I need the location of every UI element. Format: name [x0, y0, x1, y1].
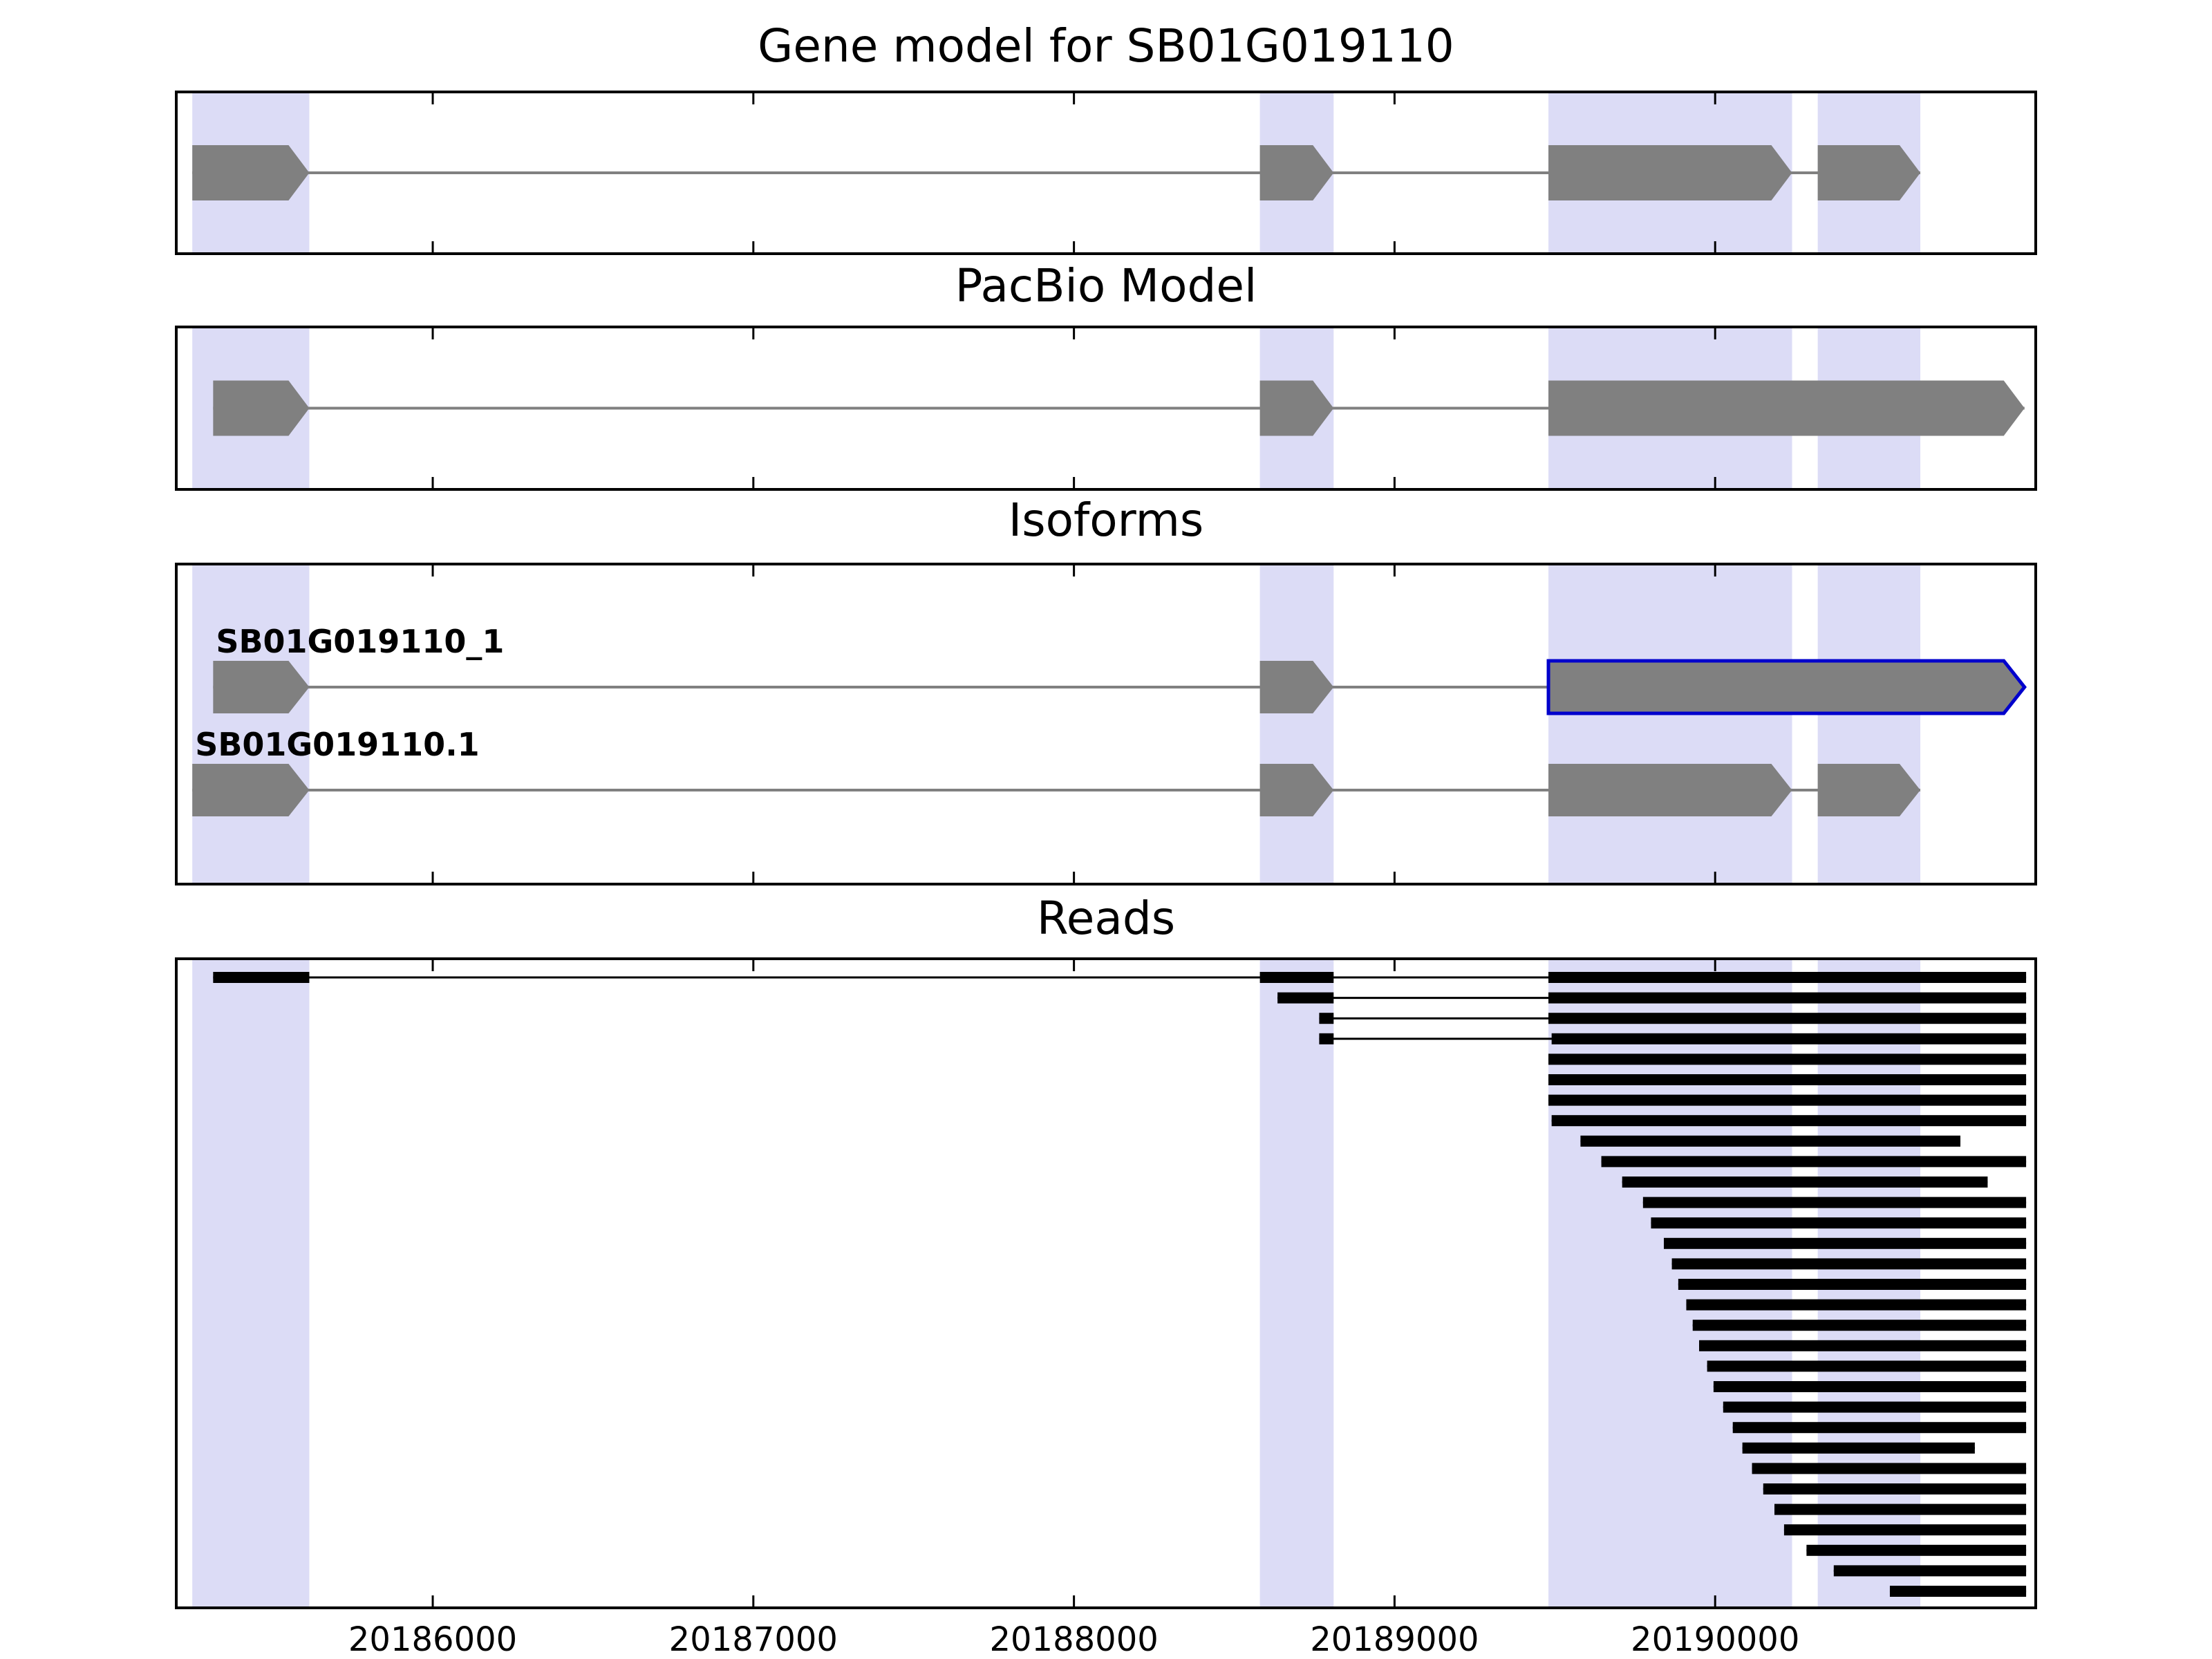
exon-shape [1548, 764, 1792, 816]
panel-border-reads [175, 957, 2037, 1609]
isoform-label: SB01G019110.1 [195, 726, 479, 763]
panel-border-isoforms [175, 563, 2037, 885]
read-bar [1319, 1033, 1334, 1044]
x-axis-labels: 20186000 20187000 20188000 20189000 20190000 [348, 1620, 1799, 1659]
read-bar [1889, 1586, 2027, 1597]
exon-shape [1259, 145, 1334, 200]
read-bar [1642, 1197, 2027, 1208]
read-bar [1601, 1156, 2027, 1168]
read-bar [1833, 1565, 2027, 1577]
read-bar [1699, 1340, 2027, 1351]
panel-gene-model [175, 91, 2037, 255]
exon-shape [1548, 145, 1792, 200]
read-bar [1723, 1401, 2027, 1413]
read-bar [1548, 992, 2027, 1004]
read-bar [1671, 1258, 2027, 1270]
panel-title-gene-model: Gene model for SB01G019110 [758, 19, 1454, 73]
read-bar [1774, 1503, 2027, 1515]
panel-border-gene-model [175, 91, 2037, 255]
panel-isoforms: SB01G019110_1 SB01G019110.1 [175, 563, 2037, 885]
x-tick-label: 20190000 [1631, 1620, 1799, 1659]
x-tick-label: 20189000 [1310, 1620, 1479, 1659]
read-bar [1551, 1115, 2027, 1127]
panel-title-isoforms: Isoforms [1008, 494, 1204, 547]
highlight-region [192, 959, 310, 1608]
read-bar [1686, 1299, 2027, 1311]
highlight-region [1548, 564, 1792, 884]
read-bar [1678, 1279, 2027, 1290]
isoform-label: SB01G019110_1 [216, 623, 504, 660]
exon-shape [213, 661, 310, 713]
panel-pacbio-model [175, 326, 2037, 491]
read-bar [1707, 1360, 2027, 1372]
panel-border-pacbio-model [175, 326, 2037, 491]
read-bar [1783, 1524, 2027, 1536]
read-bar [1732, 1422, 2027, 1434]
x-tick-label: 20187000 [669, 1620, 838, 1659]
read-bar [213, 972, 310, 983]
read-bar [1651, 1217, 2027, 1229]
read-bar [1763, 1483, 2027, 1494]
read-bar [1580, 1135, 1961, 1147]
read-bar [1548, 1074, 2027, 1085]
read-bar [1259, 972, 1334, 983]
exon-shape [192, 145, 310, 200]
highlight-region [192, 564, 310, 884]
read-bar [1551, 1033, 2027, 1044]
exon-shape [213, 380, 310, 436]
exon-shape [1817, 764, 1921, 816]
read-bar [1277, 992, 1334, 1004]
exon-shape [192, 764, 310, 816]
panel-reads [175, 957, 2037, 1609]
read-bar [1622, 1177, 1988, 1188]
exon-shape [1259, 764, 1334, 816]
exon-shape [1259, 380, 1334, 436]
highlight-region [1259, 959, 1334, 1608]
panel-title-pacbio-model: PacBio Model [955, 259, 1257, 312]
read-bar [1664, 1237, 2027, 1249]
panel-title-reads: Reads [1036, 892, 1176, 945]
read-bar [1548, 1013, 2027, 1024]
exon-shape [1817, 145, 1921, 200]
exon-shape-outlined [1546, 659, 2027, 715]
read-bar [1548, 1094, 2027, 1106]
x-tick-label: 20186000 [348, 1620, 517, 1659]
x-tick-label: 20188000 [989, 1620, 1158, 1659]
read-bar [1548, 972, 2027, 983]
read-bar [1806, 1544, 2027, 1556]
read-bar [1692, 1320, 2027, 1331]
highlight-region [1259, 564, 1334, 884]
read-bar [1742, 1442, 1975, 1454]
highlight-region [1817, 564, 1921, 884]
exon-shape [1259, 661, 1334, 713]
read-bar [1548, 1053, 2027, 1065]
read-bar [1752, 1463, 2027, 1474]
read-bar [1319, 1013, 1334, 1024]
read-bar [1713, 1381, 2027, 1392]
exon-shape [1548, 380, 2025, 436]
